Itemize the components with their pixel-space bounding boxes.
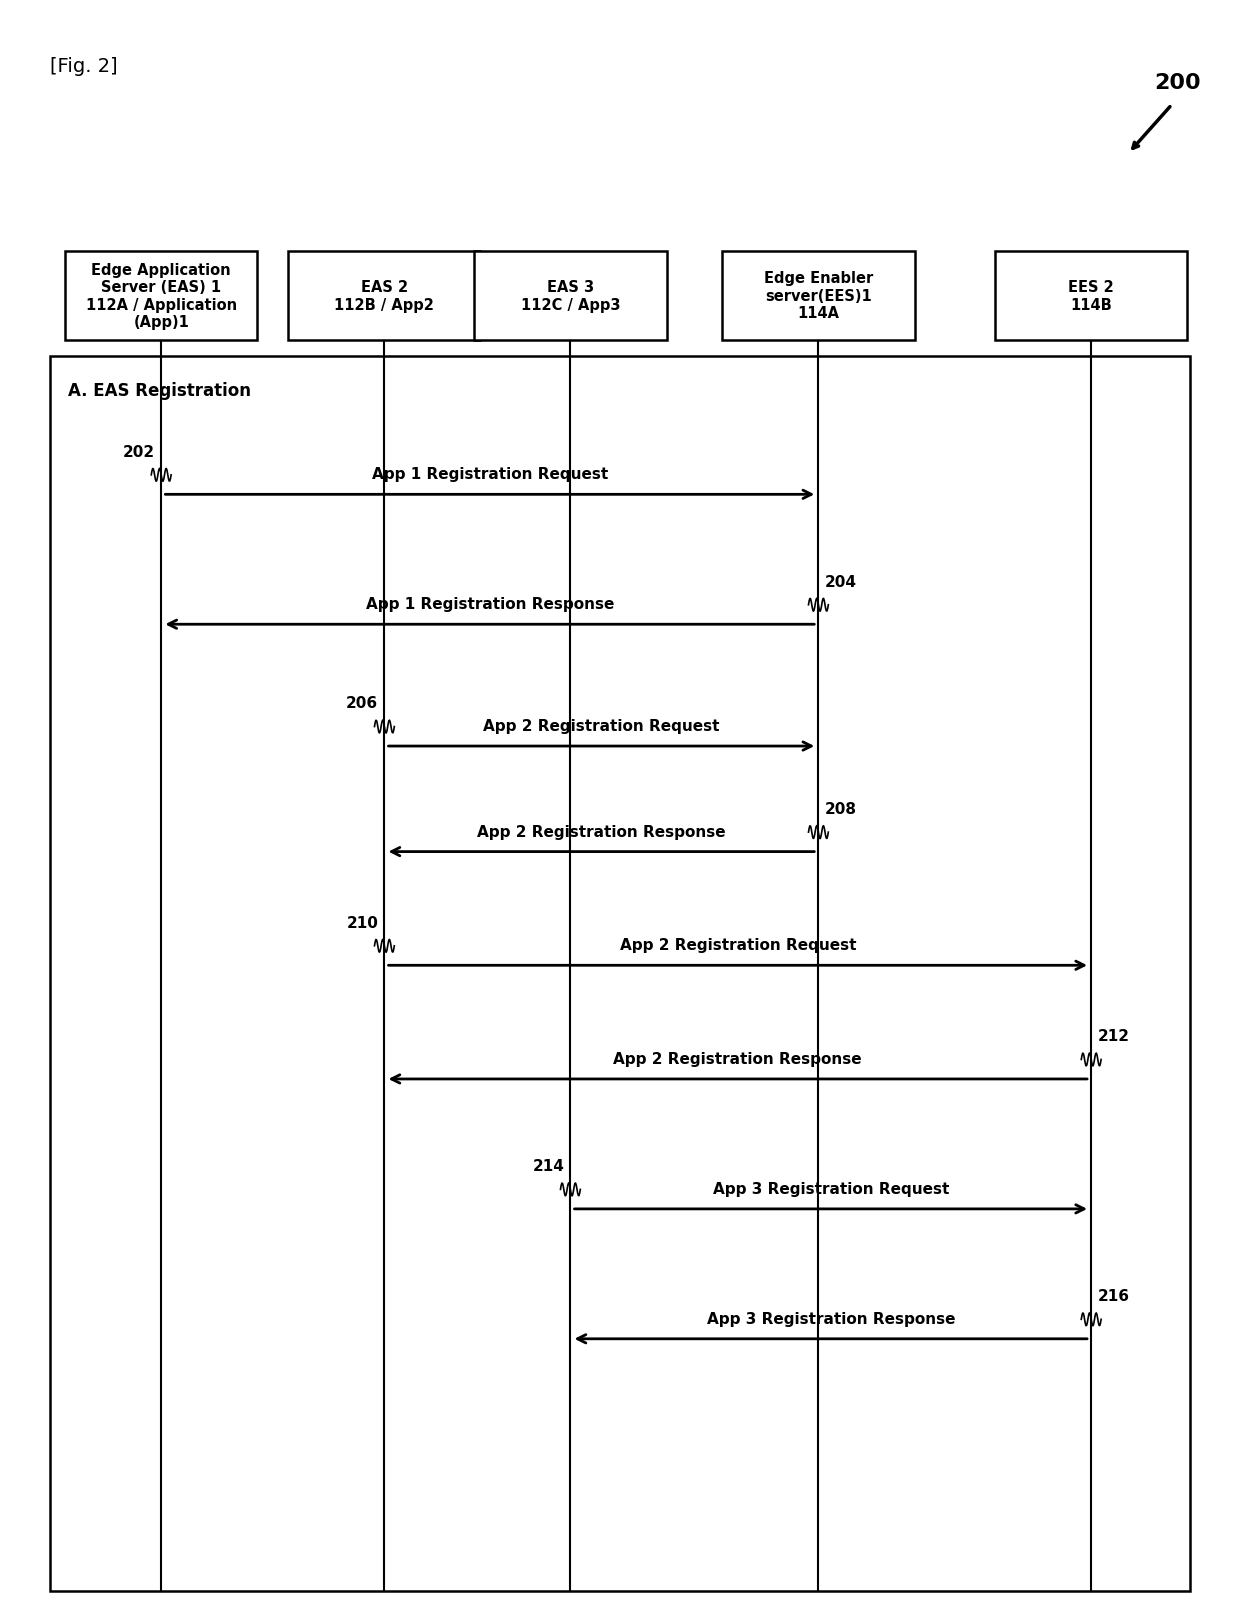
Text: 208: 208 bbox=[825, 802, 857, 816]
FancyBboxPatch shape bbox=[50, 357, 1190, 1591]
Text: 204: 204 bbox=[825, 575, 857, 589]
Text: App 2 Registration Response: App 2 Registration Response bbox=[614, 1052, 862, 1066]
FancyBboxPatch shape bbox=[288, 252, 480, 341]
FancyBboxPatch shape bbox=[66, 252, 258, 341]
Text: App 3 Registration Request: App 3 Registration Request bbox=[713, 1182, 949, 1196]
Text: EAS 3
112C / App3: EAS 3 112C / App3 bbox=[521, 281, 620, 312]
Text: 214: 214 bbox=[532, 1159, 564, 1173]
Text: App 2 Registration Request: App 2 Registration Request bbox=[484, 719, 719, 734]
Text: App 2 Registration Request: App 2 Registration Request bbox=[620, 938, 856, 953]
Text: App 1 Registration Response: App 1 Registration Response bbox=[366, 597, 614, 612]
Text: 212: 212 bbox=[1097, 1029, 1130, 1044]
Text: EAS 2
112B / App2: EAS 2 112B / App2 bbox=[335, 281, 434, 312]
Text: 210: 210 bbox=[346, 915, 378, 930]
Text: 206: 206 bbox=[346, 696, 378, 711]
Text: [Fig. 2]: [Fig. 2] bbox=[50, 57, 118, 76]
Text: EES 2
114B: EES 2 114B bbox=[1069, 281, 1114, 312]
Text: App 3 Registration Response: App 3 Registration Response bbox=[707, 1311, 955, 1326]
Text: Edge Application
Server (EAS) 1
112A / Application
(App)1: Edge Application Server (EAS) 1 112A / A… bbox=[86, 263, 237, 329]
FancyBboxPatch shape bbox=[474, 252, 667, 341]
Text: App 2 Registration Response: App 2 Registration Response bbox=[477, 824, 725, 839]
FancyBboxPatch shape bbox=[994, 252, 1188, 341]
Text: 202: 202 bbox=[123, 445, 155, 459]
Text: 216: 216 bbox=[1097, 1289, 1130, 1303]
FancyBboxPatch shape bbox=[722, 252, 915, 341]
Text: A. EAS Registration: A. EAS Registration bbox=[68, 381, 252, 399]
Text: 200: 200 bbox=[1154, 73, 1202, 93]
Text: Edge Enabler
server(EES)1
114A: Edge Enabler server(EES)1 114A bbox=[764, 271, 873, 321]
Text: App 1 Registration Request: App 1 Registration Request bbox=[372, 467, 608, 482]
